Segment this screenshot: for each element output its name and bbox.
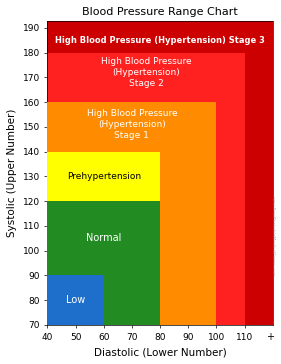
Text: High Blood Pressure
(Hypertension)
Stage 1: High Blood Pressure (Hypertension) Stage… (87, 109, 177, 140)
Text: High Blood Pressure (Hypertension) Stage 3: High Blood Pressure (Hypertension) Stage… (55, 36, 265, 45)
Text: Normal: Normal (86, 233, 121, 243)
Text: +: + (266, 332, 274, 342)
Y-axis label: Systolic (Upper Number): Systolic (Upper Number) (7, 108, 17, 237)
Text: www.FreePrintableMedicalForms.com: www.FreePrintableMedicalForms.com (271, 196, 275, 277)
Bar (47, 201, 160, 325)
Text: Prehypertension: Prehypertension (67, 172, 141, 181)
Bar (47, 276, 104, 325)
Text: High Blood Pressure
(Hypertension)
Stage 2: High Blood Pressure (Hypertension) Stage… (101, 57, 191, 88)
Bar (47, 53, 244, 325)
X-axis label: Diastolic (Lower Number): Diastolic (Lower Number) (94, 347, 226, 357)
Bar (47, 102, 216, 325)
Title: Blood Pressure Range Chart: Blood Pressure Range Chart (82, 7, 238, 17)
Text: Low: Low (66, 295, 85, 305)
Bar (47, 152, 160, 325)
